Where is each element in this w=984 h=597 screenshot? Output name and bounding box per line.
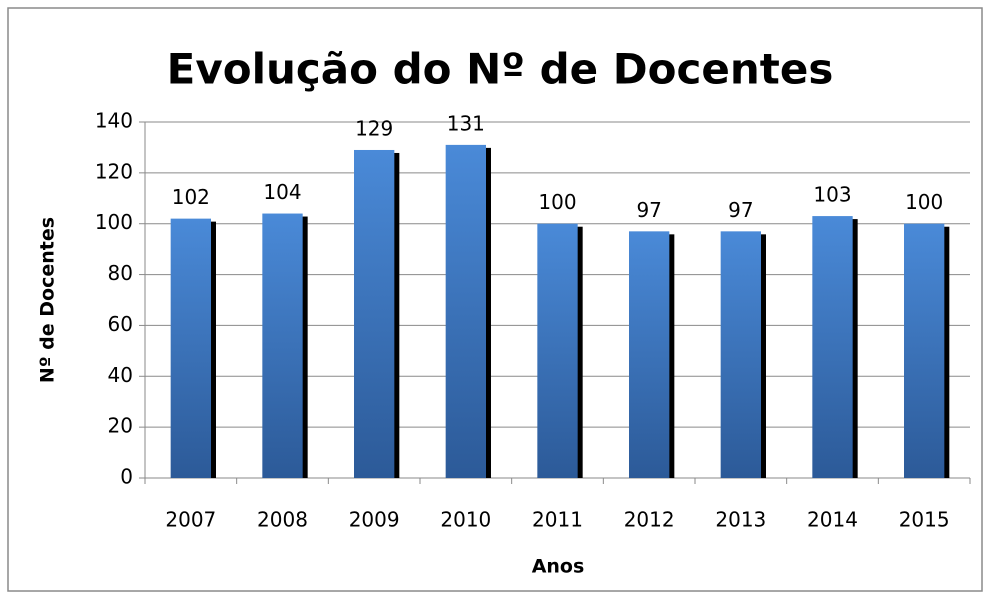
bar — [812, 216, 853, 479]
bar — [537, 223, 578, 478]
data-label: 104 — [263, 180, 301, 204]
data-label: 102 — [172, 185, 210, 209]
x-axis-label: Anos — [532, 556, 585, 578]
data-label: 97 — [728, 198, 753, 222]
x-tick-label: 2014 — [807, 508, 858, 532]
bar — [262, 213, 303, 479]
x-tick-label: 2011 — [532, 508, 583, 532]
x-tick-label: 2012 — [624, 508, 675, 532]
data-label: 129 — [355, 116, 393, 140]
y-tick-label: 100 — [95, 210, 133, 234]
data-label: 100 — [538, 190, 576, 214]
y-axis-label: Nº de Docentes — [37, 217, 59, 383]
y-tick-label: 20 — [108, 414, 133, 438]
y-tick-label: 120 — [95, 159, 133, 183]
y-tick-label: 60 — [108, 312, 133, 336]
bar — [170, 218, 211, 478]
bar — [354, 149, 395, 478]
x-tick-label: 2007 — [165, 508, 216, 532]
x-tick-label: 2013 — [715, 508, 766, 532]
bar — [720, 231, 761, 478]
bar — [904, 223, 945, 478]
y-tick-label: 0 — [120, 465, 133, 489]
data-label: 131 — [447, 111, 485, 135]
data-label: 97 — [636, 198, 661, 222]
x-tick-label: 2010 — [440, 508, 491, 532]
y-tick-label: 80 — [108, 261, 133, 285]
y-tick-label: 140 — [95, 109, 133, 133]
x-tick-label: 2008 — [257, 508, 308, 532]
y-tick-label: 40 — [108, 363, 133, 387]
bar — [629, 231, 670, 478]
data-label: 100 — [905, 190, 943, 214]
chart-title: Evolução do Nº de Docentes — [167, 45, 834, 94]
x-tick-label: 2009 — [349, 508, 400, 532]
bar — [445, 144, 486, 478]
x-tick-label: 2015 — [899, 508, 950, 532]
data-label: 103 — [813, 183, 851, 207]
